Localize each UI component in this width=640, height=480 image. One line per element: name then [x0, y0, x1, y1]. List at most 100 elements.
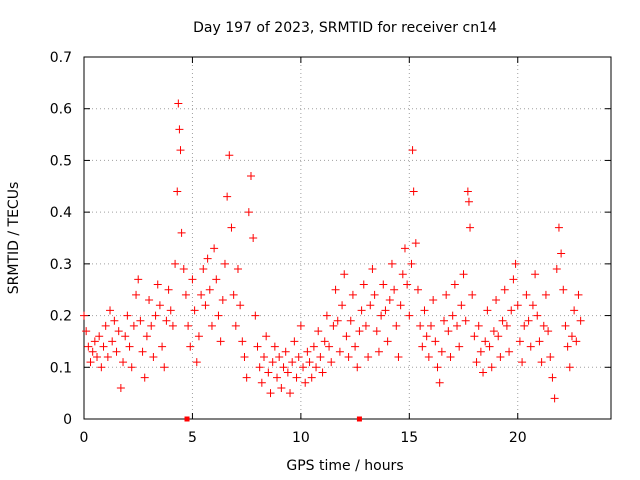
data-point — [463, 187, 472, 196]
data-point — [281, 347, 290, 356]
data-point — [357, 306, 366, 315]
data-point — [444, 327, 453, 336]
data-point — [138, 347, 147, 356]
grid — [84, 57, 611, 419]
data-point — [407, 259, 416, 268]
data-point — [112, 347, 121, 356]
data-point — [199, 265, 208, 274]
data-point — [320, 337, 329, 346]
data-point — [279, 363, 288, 372]
data-point — [309, 342, 318, 351]
chart-title: Day 197 of 2023, SRMTID for receiver cn1… — [193, 20, 497, 36]
y-tick-label: 0.3 — [50, 257, 72, 273]
data-point — [541, 290, 550, 299]
data-point — [218, 296, 227, 305]
data-point — [158, 342, 167, 351]
data-point — [266, 389, 275, 398]
data-point — [268, 358, 277, 367]
y-tick-label: 0.5 — [50, 153, 72, 169]
data-point — [426, 321, 435, 330]
data-point — [552, 265, 561, 274]
data-point — [502, 321, 511, 330]
data-point — [203, 254, 212, 263]
data-point — [346, 316, 355, 325]
data-point — [214, 311, 223, 320]
data-point — [446, 352, 455, 361]
data-point — [125, 342, 134, 351]
data-point — [301, 378, 310, 387]
data-point — [223, 192, 232, 201]
data-point — [422, 332, 431, 341]
data-point — [84, 342, 93, 351]
data-point — [194, 332, 203, 341]
data-point — [431, 337, 440, 346]
data-point — [548, 373, 557, 382]
data-point — [413, 285, 422, 294]
data-point — [329, 321, 338, 330]
data-point — [344, 352, 353, 361]
data-point — [277, 383, 286, 392]
data-point — [524, 316, 533, 325]
data-point — [179, 265, 188, 274]
data-point — [338, 301, 347, 310]
data-point — [387, 259, 396, 268]
data-point — [151, 311, 160, 320]
zero-value-point — [184, 416, 190, 422]
data-point — [275, 352, 284, 361]
data-point — [331, 285, 340, 294]
data-point — [233, 265, 242, 274]
x-axis-label: GPS time / hours — [286, 458, 403, 474]
data-point — [335, 347, 344, 356]
data-point — [392, 321, 401, 330]
data-point — [403, 280, 412, 289]
data-point — [212, 275, 221, 284]
data-point — [88, 347, 97, 356]
data-point — [567, 332, 576, 341]
data-point — [448, 311, 457, 320]
data-point — [119, 358, 128, 367]
data-point — [153, 280, 162, 289]
data-point — [257, 378, 266, 387]
data-point — [174, 99, 183, 108]
data-point — [500, 285, 509, 294]
data-point — [90, 337, 99, 346]
data-point — [249, 234, 258, 242]
data-point — [435, 378, 444, 387]
data-point — [299, 363, 308, 372]
data-point — [176, 146, 185, 155]
data-point — [262, 332, 271, 341]
data-point — [164, 285, 173, 294]
data-point — [134, 275, 143, 284]
data-point — [370, 290, 379, 299]
data-point — [292, 373, 301, 382]
data-point — [420, 306, 429, 315]
data-point — [511, 259, 520, 268]
data-point — [181, 290, 190, 299]
data-point — [103, 352, 112, 361]
data-point — [229, 290, 238, 299]
data-point — [424, 352, 433, 361]
data-point — [160, 363, 169, 372]
y-tick-label: 0.6 — [50, 102, 72, 118]
data-point — [127, 363, 136, 372]
data-point — [398, 270, 407, 279]
data-point — [576, 316, 585, 325]
data-point — [372, 327, 381, 336]
data-point — [379, 280, 388, 289]
data-point — [168, 321, 177, 330]
x-tick-label: 20 — [509, 430, 527, 446]
data-point — [240, 352, 249, 361]
data-point — [513, 301, 522, 310]
data-point — [522, 290, 531, 299]
data-point — [531, 270, 540, 279]
data-point — [561, 321, 570, 330]
data-point — [166, 306, 175, 315]
data-point — [114, 327, 123, 336]
data-point — [572, 337, 581, 346]
y-tick-label: 0.4 — [50, 205, 72, 221]
data-point — [106, 306, 115, 315]
data-point — [290, 337, 299, 346]
data-point — [142, 332, 151, 341]
data-point — [260, 352, 269, 361]
data-point — [207, 321, 216, 330]
